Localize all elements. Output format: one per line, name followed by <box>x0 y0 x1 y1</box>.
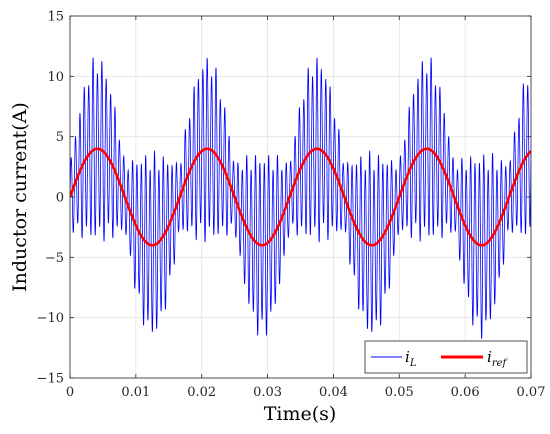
x-tick-label: 0.02 <box>187 385 216 400</box>
series-iref-line <box>70 147 531 247</box>
legend-label-iref: iref <box>487 348 509 369</box>
x-tick-label: 0.03 <box>253 385 282 400</box>
y-axis-label: Inductor current(A) <box>9 102 31 292</box>
y-tick-label: −10 <box>37 311 64 326</box>
x-tick-label: 0.04 <box>319 385 348 400</box>
x-tick-label: 0.06 <box>451 385 480 400</box>
x-axis-label: Time(s) <box>264 403 337 425</box>
y-tick-label: −15 <box>37 372 64 387</box>
x-tick-label: 0.01 <box>121 385 150 400</box>
legend: iL iref <box>364 340 528 374</box>
y-tick-label: 5 <box>56 130 64 145</box>
axis-ticks <box>69 15 532 379</box>
y-tick-label: 15 <box>47 10 64 25</box>
series-layer <box>70 57 531 339</box>
x-tick-labels: 0 0.01 0.02 0.03 0.04 0.05 0.06 0.07 <box>66 385 546 400</box>
x-tick-label: 0 <box>66 385 74 400</box>
y-tick-label: 0 <box>56 191 64 206</box>
y-tick-label: 10 <box>47 70 64 85</box>
x-tick-label: 0.07 <box>517 385 546 400</box>
x-tick-label: 0.05 <box>385 385 414 400</box>
legend-label-il: iL <box>405 348 417 369</box>
y-tick-labels: 15 10 5 0 −5 −10 −15 <box>37 10 64 387</box>
y-tick-label: −5 <box>45 251 64 266</box>
